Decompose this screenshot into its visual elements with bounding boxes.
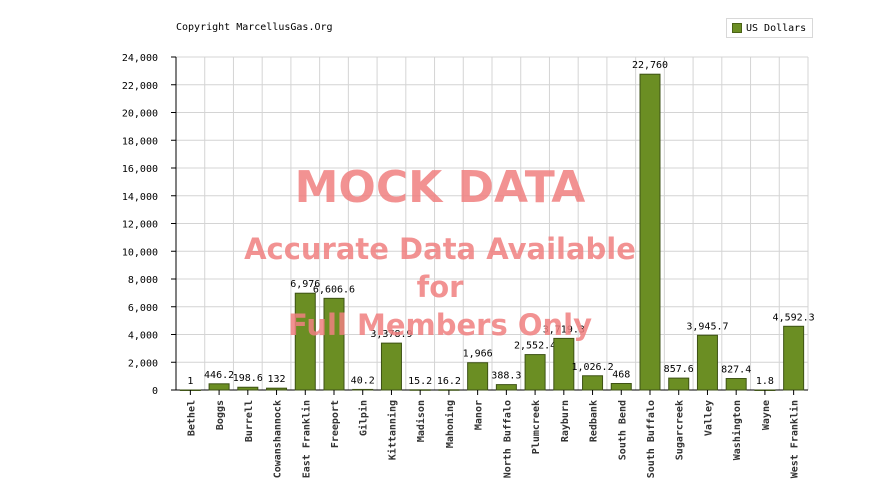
category-label: Manor xyxy=(474,400,485,430)
y-tick-label: 16,000 xyxy=(122,164,158,175)
data-label: 1.8 xyxy=(756,376,774,387)
data-label: 2,552.4 xyxy=(514,341,556,352)
bar xyxy=(237,386,259,391)
bar xyxy=(582,375,604,391)
bar xyxy=(294,292,316,391)
category-label: Boggs xyxy=(215,400,226,430)
data-label: 3,719.3 xyxy=(543,324,585,335)
y-tick-label: 0 xyxy=(152,386,158,397)
bar xyxy=(467,362,489,391)
category-label: Bethel xyxy=(186,400,197,436)
category-label: West Franklin xyxy=(789,400,801,478)
bar xyxy=(524,354,546,391)
y-tick-label: 18,000 xyxy=(122,136,158,147)
data-label: 3,945.7 xyxy=(686,321,728,332)
y-tick-label: 4,000 xyxy=(128,331,158,342)
data-label: 1 xyxy=(187,376,193,387)
copyright-text: Copyright MarcellusGas.Org xyxy=(176,22,333,33)
y-tick-label: 8,000 xyxy=(128,275,158,286)
data-label: 446.2 xyxy=(204,370,234,381)
category-label: Wayne xyxy=(761,400,772,430)
y-tick-label: 12,000 xyxy=(122,220,158,231)
y-tick-label: 10,000 xyxy=(122,247,158,258)
category-label: Valley xyxy=(703,400,714,436)
bar xyxy=(696,334,718,391)
category-label: Kittanning xyxy=(386,400,398,460)
bar xyxy=(783,325,805,391)
data-label: 1,026.2 xyxy=(571,362,613,373)
legend-label: US Dollars xyxy=(746,22,807,34)
category-label: Madison xyxy=(415,400,427,442)
category-label: Washington xyxy=(731,400,743,460)
data-label: 468 xyxy=(612,370,630,381)
data-label: 6,976 xyxy=(290,279,320,290)
category-label: East Franklin xyxy=(300,400,312,478)
category-label: Plumcreek xyxy=(531,400,542,454)
bar xyxy=(352,388,374,391)
bar xyxy=(639,73,661,391)
data-label: 1,966 xyxy=(463,349,493,360)
category-label: Cowanshannock xyxy=(273,400,284,478)
category-label: Burrell xyxy=(244,400,255,442)
bar xyxy=(380,342,402,391)
bar xyxy=(208,383,230,391)
data-label: 15.2 xyxy=(408,376,432,387)
data-label: 132 xyxy=(268,374,286,385)
y-tick-label: 22,000 xyxy=(122,81,158,92)
data-label: 827.4 xyxy=(721,365,751,376)
category-label: Freeport xyxy=(330,400,341,448)
category-label: Sugarcreek xyxy=(675,400,686,460)
bar xyxy=(725,378,747,391)
y-tick-label: 20,000 xyxy=(122,109,158,120)
data-label: 4,592.3 xyxy=(773,312,815,323)
data-label: 40.2 xyxy=(351,375,375,386)
category-label: Gilpin xyxy=(358,400,370,436)
bar xyxy=(266,387,288,391)
y-tick-label: 6,000 xyxy=(128,303,158,314)
chart-legend: US Dollars xyxy=(726,18,814,38)
legend-swatch xyxy=(732,23,742,33)
category-label: North Buffalo xyxy=(502,400,513,478)
category-label: Rayburn xyxy=(560,400,571,442)
data-label: 857.6 xyxy=(664,364,694,375)
bar xyxy=(668,377,690,391)
data-label: 16.2 xyxy=(437,376,461,387)
data-label: 388.3 xyxy=(491,371,521,382)
category-label: Redbank xyxy=(589,400,600,442)
category-label: Mahoning xyxy=(444,400,456,448)
bar xyxy=(610,383,632,391)
data-label: 6,606.6 xyxy=(313,284,355,295)
bar xyxy=(495,384,517,391)
y-tick-label: 2,000 xyxy=(128,358,158,369)
data-label: 22,760 xyxy=(632,60,668,71)
y-tick-label: 24,000 xyxy=(122,53,158,64)
category-label: South Bend xyxy=(617,400,628,460)
data-label: 3,378.9 xyxy=(370,329,412,340)
bar xyxy=(323,297,345,391)
data-label: 198.6 xyxy=(233,373,263,384)
category-label: South Buffalo xyxy=(646,400,657,478)
y-tick-label: 14,000 xyxy=(122,192,158,203)
